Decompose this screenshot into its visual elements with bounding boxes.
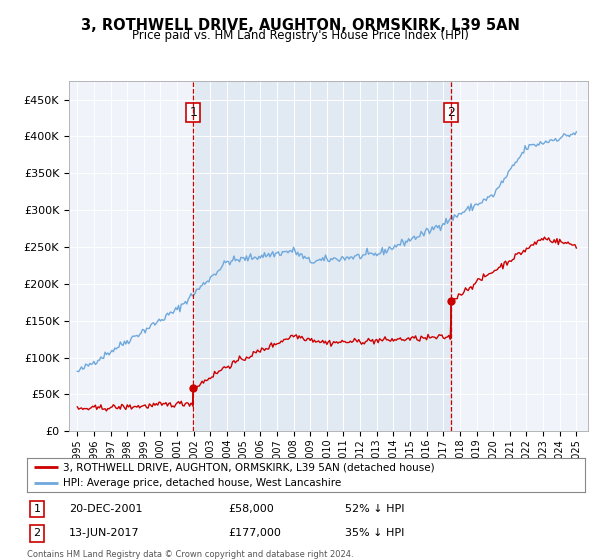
Text: 2: 2 [447, 106, 455, 119]
Text: 13-JUN-2017: 13-JUN-2017 [69, 529, 139, 538]
Text: Price paid vs. HM Land Registry's House Price Index (HPI): Price paid vs. HM Land Registry's House … [131, 29, 469, 42]
Text: 3, ROTHWELL DRIVE, AUGHTON, ORMSKIRK, L39 5AN (detached house): 3, ROTHWELL DRIVE, AUGHTON, ORMSKIRK, L3… [63, 462, 435, 472]
Text: 20-DEC-2001: 20-DEC-2001 [69, 505, 142, 514]
Text: 2: 2 [34, 529, 41, 538]
Text: £58,000: £58,000 [228, 505, 274, 514]
Text: 1: 1 [190, 106, 197, 119]
Text: 35% ↓ HPI: 35% ↓ HPI [345, 529, 404, 538]
Text: 3, ROTHWELL DRIVE, AUGHTON, ORMSKIRK, L39 5AN: 3, ROTHWELL DRIVE, AUGHTON, ORMSKIRK, L3… [80, 18, 520, 33]
Text: Contains HM Land Registry data © Crown copyright and database right 2024.
This d: Contains HM Land Registry data © Crown c… [27, 550, 353, 560]
Bar [193, 81, 451, 431]
Text: 52% ↓ HPI: 52% ↓ HPI [345, 505, 404, 514]
Text: 1: 1 [34, 505, 41, 514]
Text: HPI: Average price, detached house, West Lancashire: HPI: Average price, detached house, West… [63, 478, 341, 488]
Text: £177,000: £177,000 [228, 529, 281, 538]
